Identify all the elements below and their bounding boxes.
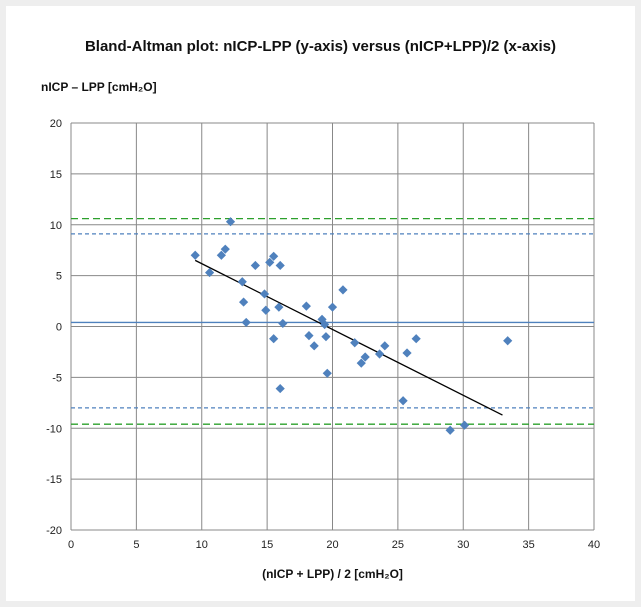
data-point [269, 334, 279, 344]
x-tick-label: 35 [523, 539, 535, 551]
data-point [220, 244, 230, 254]
data-point [503, 336, 513, 346]
y-tick-label: 20 [50, 118, 62, 130]
data-point [327, 302, 338, 312]
data-point [216, 250, 226, 260]
data-point [411, 334, 421, 344]
data-point [321, 332, 331, 342]
data-point [261, 305, 271, 315]
data-point [338, 285, 348, 295]
data-point [350, 338, 360, 348]
y-tick-label: 15 [50, 169, 62, 181]
data-point [309, 341, 319, 351]
x-tick-label: 20 [326, 539, 338, 551]
x-tick-label: 30 [457, 539, 469, 551]
y-axis-label: nICP – LPP [cmH₂O] [41, 80, 157, 94]
y-tick-label: 5 [56, 271, 62, 283]
x-tick-label: 5 [133, 539, 139, 551]
data-point [241, 317, 251, 328]
data-point [459, 420, 470, 430]
y-tick-label: 0 [56, 322, 62, 334]
data-point [402, 348, 412, 358]
data-point [204, 267, 215, 278]
data-point [259, 289, 270, 299]
data-point [269, 251, 279, 261]
data-point [356, 358, 366, 368]
x-tick-label: 10 [196, 539, 208, 551]
data-point [190, 250, 200, 260]
data-point [445, 425, 455, 435]
data-point [225, 217, 236, 227]
data-point [320, 319, 330, 330]
data-point [274, 302, 284, 312]
data-point [304, 331, 314, 341]
chart-title: Bland-Altman plot: nICP-LPP (y-axis) ver… [84, 38, 557, 55]
data-point [237, 277, 247, 287]
x-tick-label: 25 [392, 539, 404, 551]
data-point [380, 341, 390, 351]
x-tick-label: 15 [261, 539, 273, 551]
data-point [374, 349, 385, 359]
data-point [265, 257, 275, 267]
x-axis-label: (nICP + LPP) / 2 [cmH₂O] [262, 567, 403, 581]
data-point [301, 301, 311, 311]
y-tick-label: -10 [46, 423, 62, 435]
x-tick-label: 40 [588, 539, 600, 551]
data-point [238, 297, 249, 307]
y-tick-label: -5 [52, 372, 62, 384]
data-point [278, 318, 288, 329]
data-point [360, 352, 370, 362]
y-tick-label: -15 [46, 474, 62, 486]
data-point [275, 260, 285, 271]
trend-line [194, 259, 503, 416]
data-point [322, 368, 332, 378]
data-point [275, 383, 285, 394]
y-tick-label: -20 [46, 525, 62, 537]
chart-panel [6, 6, 635, 601]
x-tick-label: 0 [68, 539, 74, 551]
y-tick-label: 10 [50, 220, 62, 232]
data-point [250, 260, 260, 271]
data-point [398, 396, 408, 406]
